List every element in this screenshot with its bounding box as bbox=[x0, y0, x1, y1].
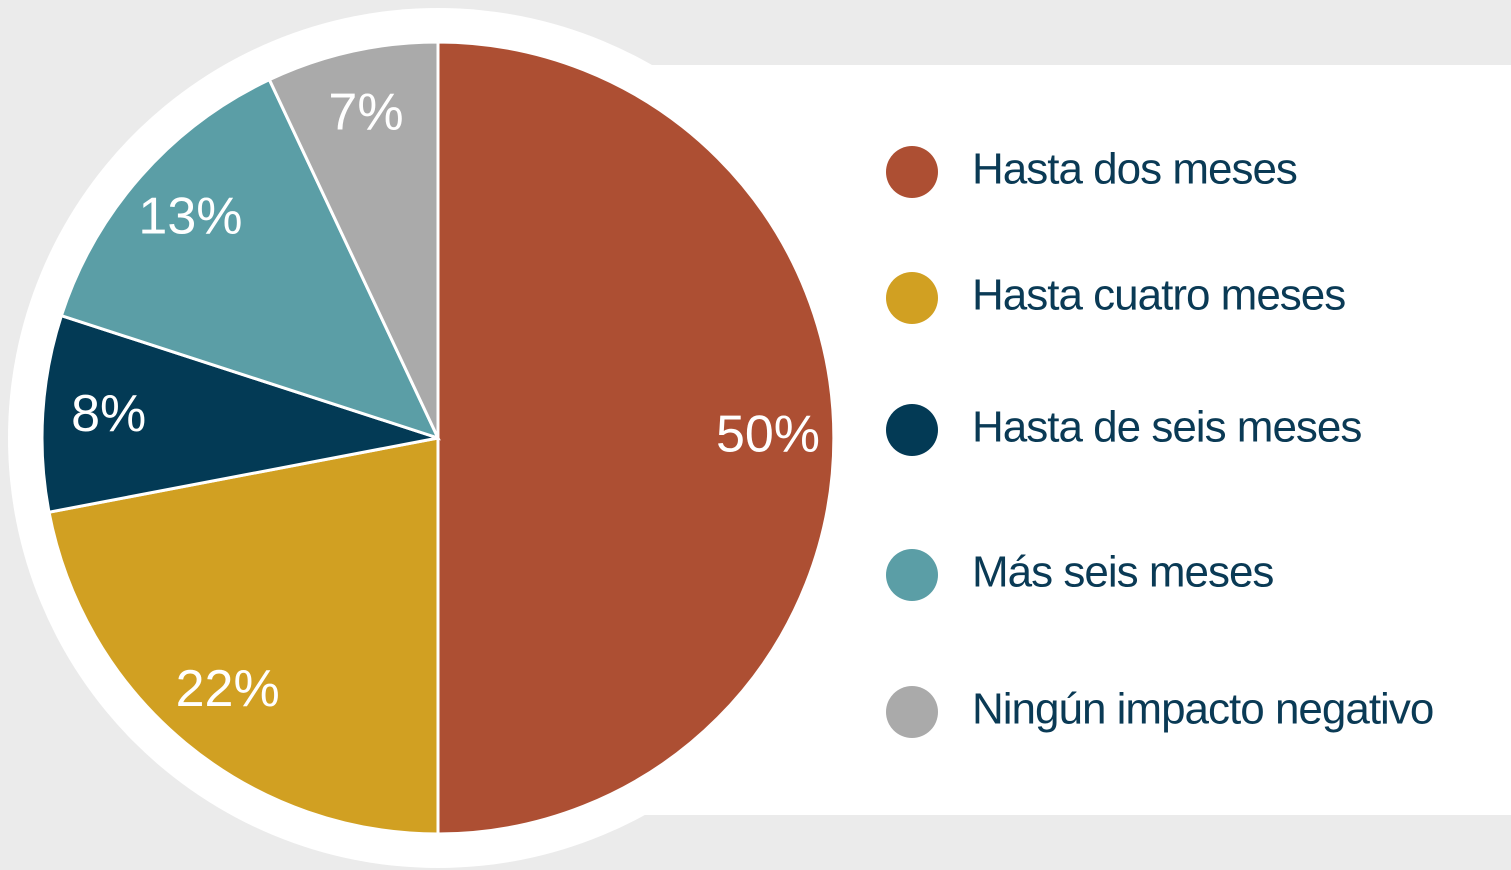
legend-label: Más seis meses bbox=[972, 548, 1273, 597]
legend-swatch bbox=[886, 549, 938, 601]
legend-label: Hasta dos meses bbox=[972, 145, 1297, 194]
legend-swatch bbox=[886, 686, 938, 738]
legend-label: Hasta cuatro meses bbox=[972, 271, 1345, 320]
pie-slice bbox=[40, 313, 439, 514]
value-label: 8% bbox=[71, 385, 146, 443]
pie-slice bbox=[267, 40, 440, 439]
pie-slice bbox=[47, 436, 440, 836]
value-label: 50% bbox=[716, 406, 820, 464]
pie-slice bbox=[436, 40, 836, 836]
legend-swatch bbox=[886, 404, 938, 456]
value-label: 22% bbox=[176, 660, 280, 718]
legend-label: Hasta de seis meses bbox=[972, 403, 1361, 452]
value-label: 13% bbox=[138, 188, 242, 246]
legend-label: Ningún impacto negativo bbox=[972, 685, 1433, 734]
value-label: 7% bbox=[328, 84, 403, 142]
legend-swatch bbox=[886, 146, 938, 198]
legend-swatch bbox=[886, 272, 938, 324]
pie-slice bbox=[59, 77, 441, 441]
